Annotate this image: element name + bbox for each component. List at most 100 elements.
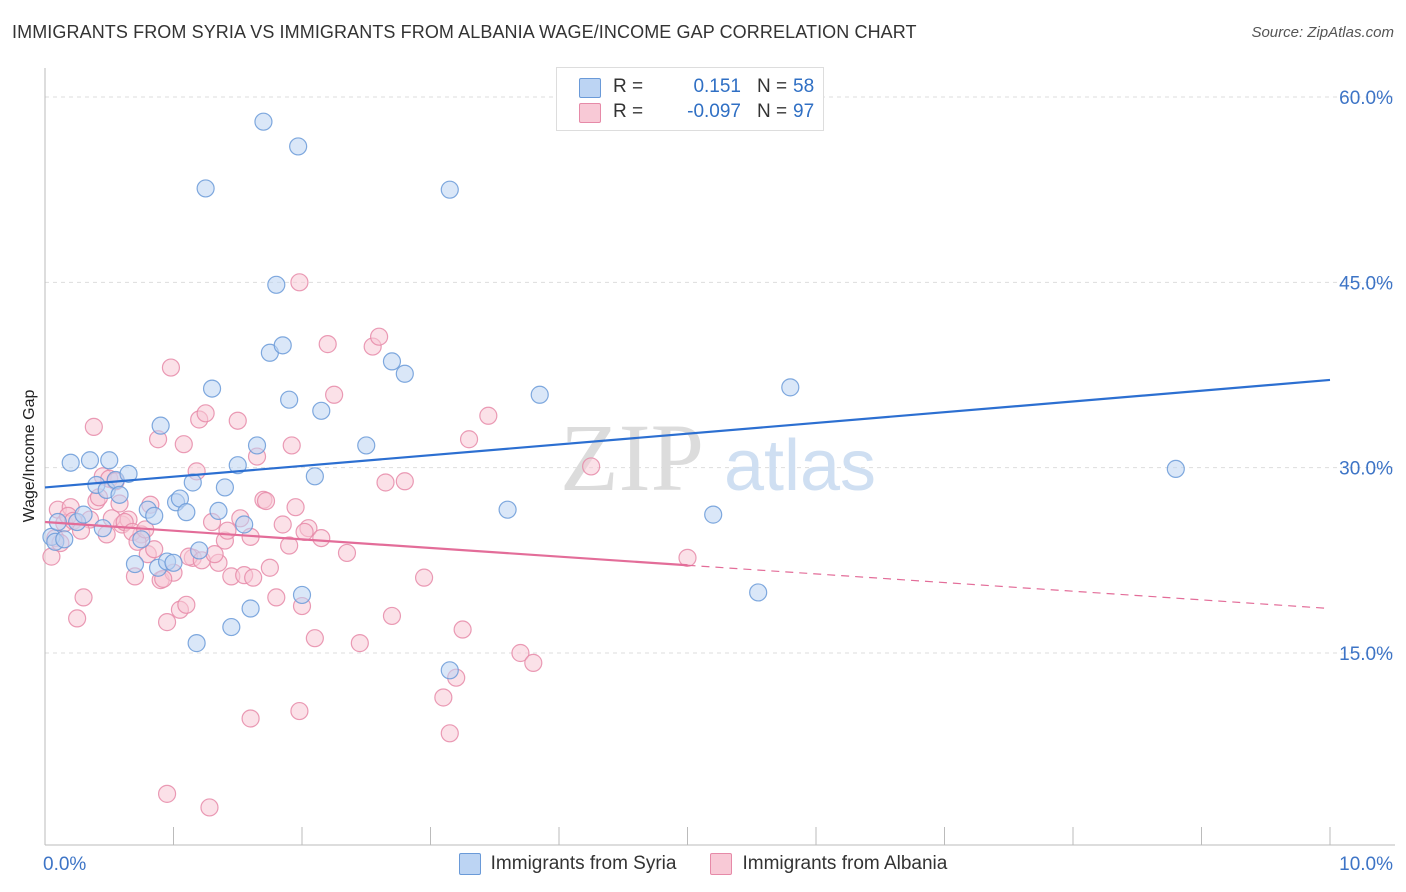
syria-point: [125, 554, 145, 574]
syria-point: [196, 179, 215, 198]
albania-point: [312, 528, 331, 548]
y-tick-label: 15.0%: [1339, 644, 1393, 665]
syria-point: [781, 378, 800, 397]
syria-point: [235, 515, 254, 534]
albania-point: [161, 358, 181, 377]
albania-point: [376, 473, 395, 492]
syria-point: [61, 453, 80, 472]
syria-point: [357, 436, 376, 455]
albania-point: [196, 404, 215, 423]
albania-point: [414, 568, 434, 587]
data-points: [42, 112, 1185, 817]
albania-point: [145, 540, 164, 559]
syria-point: [382, 352, 402, 371]
series-legend: Immigrants from Syria Immigrants from Al…: [0, 852, 1406, 876]
legend-r-value: 0.151: [693, 76, 741, 97]
syria-point: [228, 456, 247, 475]
albania-point: [228, 411, 247, 430]
albania-point: [200, 798, 219, 817]
syria-point: [704, 505, 723, 524]
chart-title: IMMIGRANTS FROM SYRIA VS IMMIGRANTS FROM…: [12, 22, 917, 42]
tick-labels: 15.0% 30.0% 45.0% 60.0% 0.0% 10.0%: [43, 88, 1393, 875]
albania-point: [157, 784, 177, 803]
syria-point: [177, 503, 196, 522]
syria-point: [395, 364, 414, 383]
syria-point: [55, 530, 74, 549]
syria-point: [289, 137, 308, 156]
watermark-zip: ZIP: [560, 404, 704, 511]
trend-lines: [44, 378, 1331, 610]
albania-point: [318, 335, 337, 354]
albania-point: [177, 595, 196, 614]
albania-point: [678, 548, 697, 567]
albania-point: [157, 613, 177, 632]
syria-point: [151, 416, 170, 435]
y-tick-label: 30.0%: [1339, 459, 1393, 480]
syria-point: [280, 390, 299, 409]
albania-point: [459, 430, 479, 449]
legend-n-value: 58: [793, 76, 815, 97]
y-tick-label: 60.0%: [1339, 88, 1393, 109]
syria-point: [145, 506, 164, 525]
x-tick-label: 0.0%: [43, 854, 86, 875]
albania-point: [524, 653, 543, 672]
albania-point: [511, 643, 530, 663]
syria-point: [305, 467, 324, 486]
syria-point: [222, 617, 241, 637]
legend-swatch-albania: [579, 103, 601, 123]
legend-swatch-syria: [579, 78, 601, 98]
albania-point: [440, 724, 459, 743]
albania-point: [370, 327, 389, 346]
albania-point: [453, 620, 472, 639]
albania-point: [382, 606, 402, 626]
albania-point: [286, 498, 305, 517]
albania-point: [174, 435, 193, 454]
albania-point: [395, 472, 414, 491]
syria-point: [749, 583, 768, 602]
syria-trend-line: [44, 378, 1331, 489]
stats-legend: R = 0.151 N = 58 R = -0.097 N = 97: [556, 67, 824, 131]
y-tick-label: 45.0%: [1339, 273, 1393, 294]
albania-point: [280, 536, 299, 555]
syria-point: [190, 541, 209, 560]
syria-point: [440, 661, 459, 680]
albania-point: [337, 543, 357, 563]
syria-point: [202, 379, 222, 398]
albania-point: [434, 688, 453, 707]
albania-point: [325, 385, 344, 404]
syria-point: [292, 585, 312, 605]
syria-point: [132, 530, 151, 549]
albania-point: [267, 588, 286, 607]
albania-point: [74, 588, 93, 607]
watermark-atlas: atlas: [724, 426, 876, 506]
albania-point: [479, 406, 498, 425]
albania-point: [241, 709, 260, 728]
syria-point: [1166, 459, 1185, 479]
legend-n-label: N =: [757, 76, 788, 97]
legend-label-albania: Immigrants from Albania: [742, 853, 948, 874]
albania-point: [350, 634, 369, 653]
syria-point: [241, 599, 260, 618]
albania-point: [295, 522, 314, 542]
source-credit: Source: ZipAtlas.com: [1251, 24, 1394, 41]
syria-point: [93, 519, 112, 538]
syria-point: [267, 275, 286, 294]
syria-point: [209, 501, 228, 521]
albania-point: [256, 491, 276, 511]
axes: [44, 68, 1395, 846]
syria-point: [498, 500, 517, 519]
legend-swatch-albania: [710, 853, 733, 875]
syria-point: [100, 451, 119, 470]
albania-trend-line: [44, 520, 688, 567]
legend-item-albania[interactable]: Immigrants from Albania: [710, 852, 947, 876]
albania-point: [260, 558, 279, 577]
legend-n-value: 97: [793, 101, 815, 122]
legend-item-syria[interactable]: Immigrants from Syria: [458, 852, 676, 876]
albania-point: [290, 273, 309, 292]
syria-point: [273, 336, 292, 355]
albania-point: [282, 436, 301, 455]
albania-point: [244, 568, 263, 587]
syria-point: [215, 478, 234, 497]
watermark: ZIP atlas: [560, 404, 876, 511]
